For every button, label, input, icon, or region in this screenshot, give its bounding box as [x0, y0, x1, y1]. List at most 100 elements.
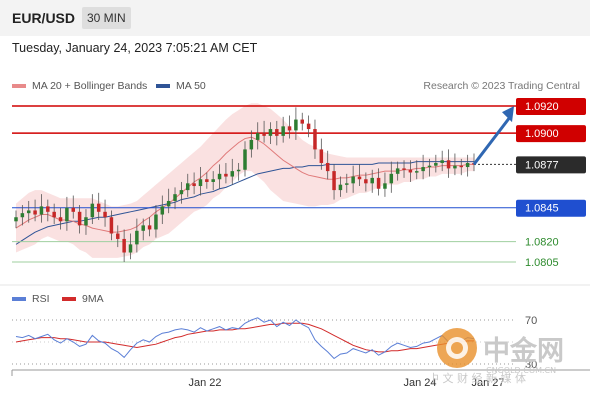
candle-body [383, 183, 387, 189]
candle-body [46, 206, 50, 212]
candle-body [300, 119, 304, 124]
legend-label-ma20: MA 20 + Bollinger Bands [32, 80, 148, 92]
legend-swatch-rsi [12, 297, 26, 301]
candle-body [90, 203, 95, 218]
candle-body [268, 129, 273, 136]
candle-body [434, 162, 438, 166]
candle-body [345, 183, 349, 185]
candle-body [211, 179, 215, 182]
level-10820-label: 1.0820 [525, 237, 559, 249]
rsi-level-label-30: 30 [525, 359, 537, 371]
candle-body [217, 173, 222, 180]
current-price-tag [516, 156, 586, 174]
candle-body [205, 179, 209, 182]
candle-body [370, 177, 374, 184]
level-10920-label: 1.0920 [525, 101, 559, 113]
candle-body [402, 168, 406, 170]
legend-swatch-ma20 [12, 84, 26, 88]
candle-body [313, 129, 317, 150]
candle-body [109, 217, 114, 234]
candle-body [96, 203, 101, 212]
candle-body [281, 126, 285, 136]
candle-body [154, 214, 158, 230]
candle-body [186, 183, 190, 191]
candle-body [128, 244, 133, 253]
current-price-label: 1.0877 [525, 159, 559, 171]
rsi-9ma-line [15, 322, 474, 353]
candle-body [65, 207, 69, 222]
candle-body [440, 160, 444, 163]
candle-body [319, 149, 324, 163]
candle-body [224, 173, 228, 177]
candle-body [351, 176, 355, 184]
watermark-site: CNGOLD.COM.CN [486, 366, 556, 375]
watermark-brand: 中金网 [483, 335, 564, 367]
candle-body [116, 233, 120, 239]
legend-item-ma50: MA 50 [156, 80, 206, 92]
candle-body [58, 217, 63, 222]
level-10845-tag [516, 199, 586, 217]
candle-body [275, 129, 279, 136]
candle-body [192, 183, 196, 187]
candle-body [446, 160, 451, 169]
research-credit: Research © 2023 Trading Central [423, 80, 580, 92]
candle-body [20, 213, 25, 218]
candle-body [103, 211, 107, 218]
candle-body [465, 162, 470, 168]
candle-body [160, 206, 165, 215]
candle-body [357, 176, 362, 180]
candle-body [395, 168, 400, 174]
rsi-level-label-70: 70 [525, 315, 537, 327]
candle-body [249, 139, 254, 150]
legend-item-9ma: 9MA [62, 293, 104, 305]
candle-body [166, 200, 171, 207]
bollinger-band-fill [16, 103, 474, 258]
candle-body [294, 119, 298, 131]
candle-body [427, 165, 432, 168]
legend-label-ma50: MA 50 [176, 80, 206, 92]
legend-swatch-9ma [62, 297, 76, 301]
candle-body [389, 173, 394, 184]
candle-body [332, 171, 336, 191]
candle-body [179, 190, 184, 195]
candle-body [243, 149, 247, 170]
candle-body [135, 230, 139, 245]
watermark-logo-icon: 中金网 CNGOLD.COM.CN 中 文 财 经 新 媒 体 [433, 328, 564, 385]
projection-arrow-line [472, 116, 512, 166]
chart-datetime: Tuesday, January 24, 2023 7:05:21 AM CET [12, 41, 258, 55]
candle-body [236, 169, 241, 172]
candle-body [77, 211, 82, 226]
candle-body [198, 179, 203, 187]
candle-body [262, 133, 266, 136]
header-bar: EUR/USD 30 MIN [0, 0, 590, 36]
candle-body [122, 238, 126, 253]
candle-body [338, 184, 343, 191]
candle-body [39, 206, 44, 215]
legend-swatch-ma50 [156, 84, 170, 88]
legend-item-ma20: MA 20 + Bollinger Bands [12, 80, 147, 92]
candle-body [71, 207, 75, 212]
rsi-line [15, 317, 475, 360]
candle-body [255, 133, 260, 140]
candle-body [376, 177, 381, 189]
candle-body [26, 210, 31, 214]
candle-body [230, 171, 235, 177]
candle-body [14, 217, 18, 222]
candle-body [364, 179, 368, 184]
x-tick-label: Jan 24 [403, 377, 436, 389]
level-10920-tag [516, 98, 586, 115]
candle-body [52, 211, 56, 218]
level-10900-label: 1.0900 [525, 128, 559, 140]
level-10900-tag [516, 125, 586, 143]
cngold-watermark: 中金网 CNGOLD.COM.CN 中 文 财 经 新 媒 体 [433, 326, 583, 386]
candle-body [141, 225, 145, 231]
timeframe-badge[interactable]: 30 MIN [82, 7, 131, 29]
level-10845-label: 1.0845 [525, 203, 559, 215]
candle-body [415, 171, 419, 173]
candle-body [287, 126, 292, 131]
candle-body [421, 167, 425, 172]
symbol-label: EUR/USD [12, 10, 76, 26]
candle-body [306, 123, 311, 130]
candle-body [408, 169, 413, 173]
candle-body [325, 162, 330, 172]
